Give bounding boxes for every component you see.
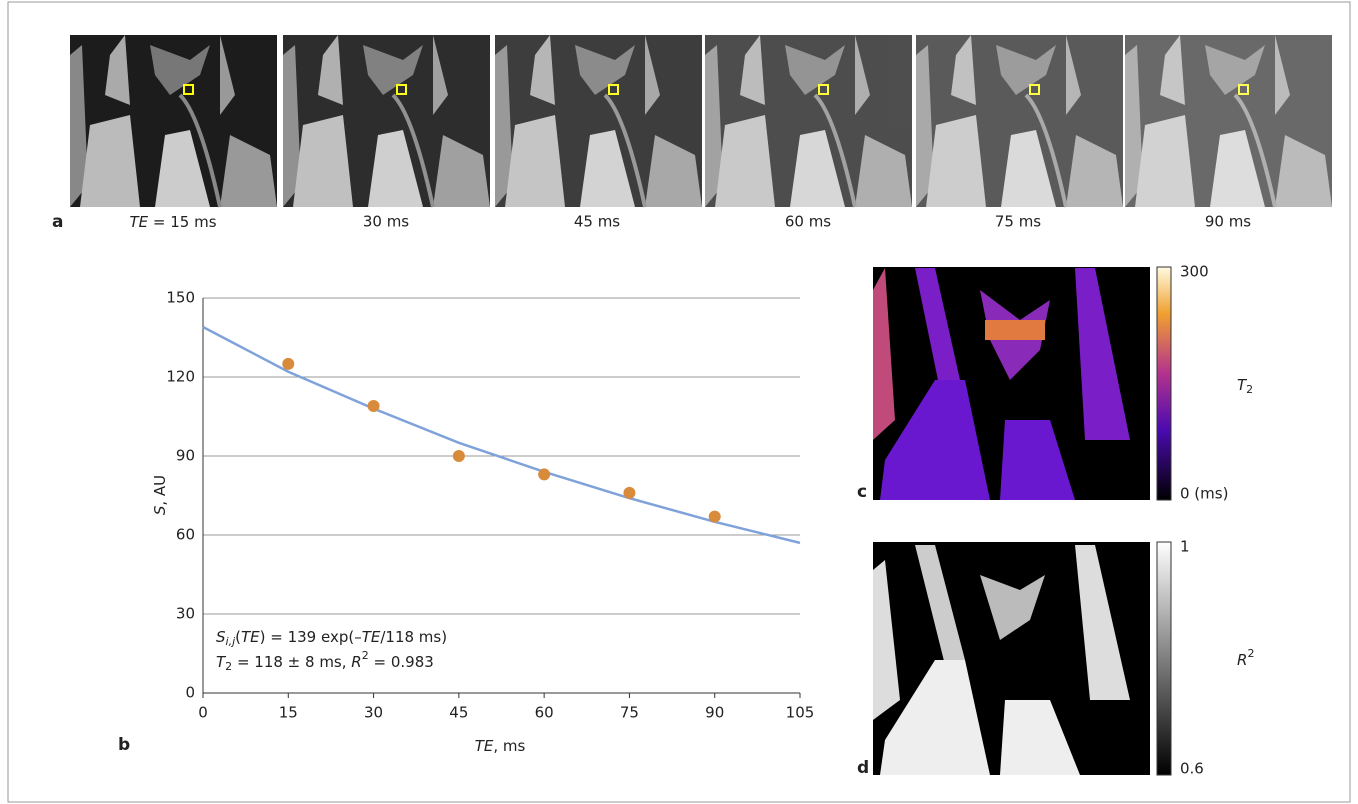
data-point xyxy=(452,450,465,462)
panel-label: d xyxy=(857,758,869,778)
mri-image xyxy=(914,33,1125,209)
tissue xyxy=(915,545,965,665)
panel-d: 1 0.6 R2 d xyxy=(857,538,1254,779)
x-tick-label: 30 xyxy=(364,704,383,722)
y-tick-label: 0 xyxy=(185,684,195,702)
tissue xyxy=(880,380,990,500)
mri-image xyxy=(1123,33,1334,209)
tissue xyxy=(873,560,900,720)
y-axis-label: S, AU xyxy=(151,475,169,515)
data-point xyxy=(367,399,380,412)
panel-label: b xyxy=(118,735,130,755)
colorbar-title: R2 xyxy=(1237,647,1254,669)
data-point xyxy=(623,486,636,499)
mri-image xyxy=(281,33,492,209)
data-point xyxy=(282,357,295,370)
colorbar-label: 0.6 xyxy=(1180,760,1204,778)
tissue xyxy=(880,660,990,775)
y-tick-label: 60 xyxy=(176,526,195,544)
tissue xyxy=(873,268,895,440)
tissue xyxy=(1000,700,1080,775)
image-label: 60 ms xyxy=(785,213,831,231)
tissue xyxy=(915,268,960,390)
panel-c: 300 0 (ms) T2 c xyxy=(857,263,1253,503)
tissue xyxy=(985,320,1045,340)
x-tick-label: 105 xyxy=(786,704,815,722)
fit-line xyxy=(202,325,801,545)
y-tick-label: 30 xyxy=(176,605,195,623)
tissue xyxy=(1075,268,1130,440)
x-tick-label: 15 xyxy=(279,704,298,722)
image-label: 90 ms xyxy=(1205,213,1251,231)
annotation: T2 = 118 ± 8 ms, R2 = 0.983 xyxy=(216,649,434,673)
colorbar xyxy=(1156,266,1172,501)
x-tick-label: 45 xyxy=(449,704,468,722)
x-tick-label: 90 xyxy=(705,704,724,722)
mri-image xyxy=(703,33,914,209)
colorbar-label: 0 (ms) xyxy=(1180,485,1228,503)
tissue xyxy=(980,575,1045,640)
data-point xyxy=(538,468,551,481)
y-tick-label: 120 xyxy=(166,368,195,386)
image-label: 30 ms xyxy=(363,213,409,231)
x-tick-label: 60 xyxy=(535,704,554,722)
image-label: TE = 15 ms xyxy=(129,213,216,231)
x-tick-label: 0 xyxy=(198,704,208,722)
colorbar-label: 1 xyxy=(1180,538,1190,556)
colorbar-title: T2 xyxy=(1237,376,1253,397)
mri-image xyxy=(68,33,279,209)
x-axis-label: TE, ms xyxy=(475,737,526,755)
mri-image xyxy=(493,33,704,209)
tissue xyxy=(1075,545,1130,700)
y-tick-label: 150 xyxy=(166,289,195,307)
x-tick-label: 75 xyxy=(620,704,639,722)
panel-label: a xyxy=(52,212,63,232)
colorbar xyxy=(1156,541,1172,776)
frame xyxy=(7,1,1351,803)
panel-b: b TE, ms S, AU Si,j(TE) = 139 exp(–TE/11… xyxy=(118,289,814,756)
image-label: 75 ms xyxy=(995,213,1041,231)
panel-a: a TE = 15 ms 30 ms 45 ms 60 ms 75 ms 90 … xyxy=(52,33,1334,232)
tissue xyxy=(1000,420,1075,500)
image-label: 45 ms xyxy=(574,213,620,231)
data-point xyxy=(708,510,721,523)
y-tick-label: 90 xyxy=(176,447,195,465)
annotation: Si,j(TE) = 139 exp(–TE/118 ms) xyxy=(216,628,447,649)
panel-label: c xyxy=(857,482,867,502)
colorbar-label: 300 xyxy=(1180,263,1209,281)
